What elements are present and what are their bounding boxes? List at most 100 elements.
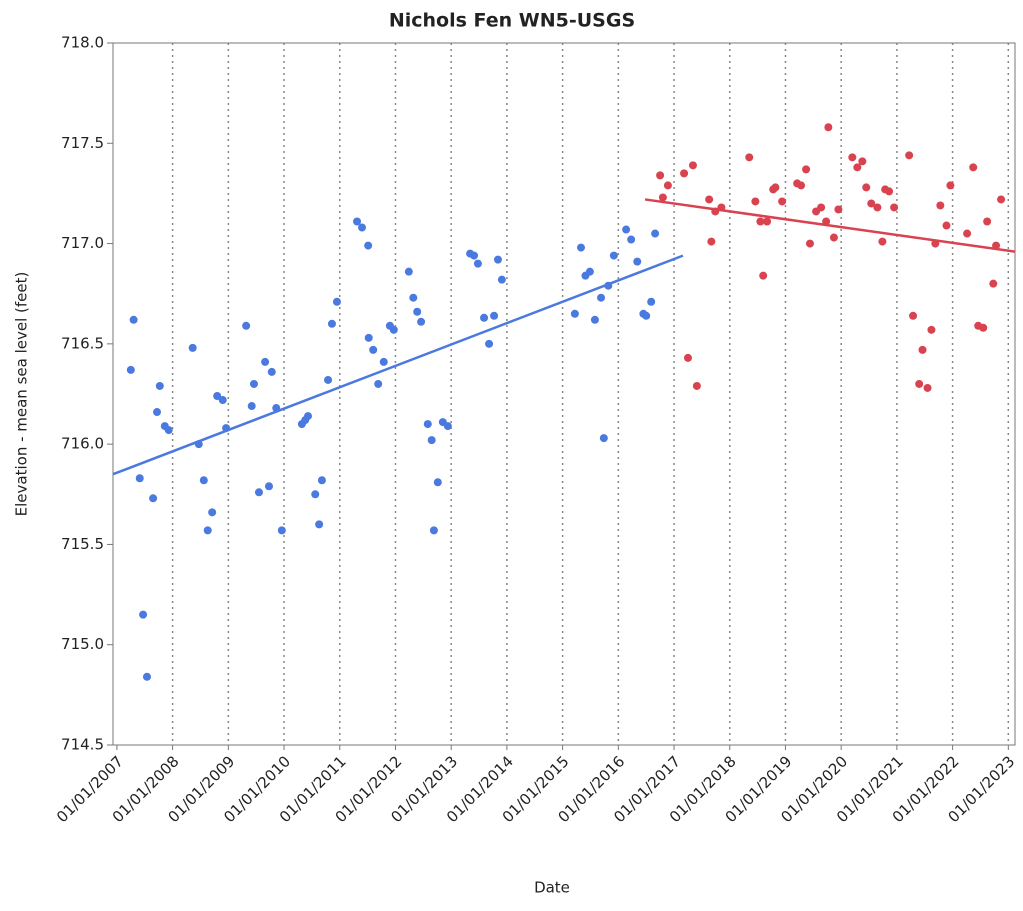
point	[423, 420, 432, 429]
point	[979, 323, 988, 332]
point	[142, 672, 151, 681]
point	[692, 381, 701, 390]
y-tick-label: 718.0	[61, 34, 104, 52]
point	[707, 237, 716, 246]
point	[923, 383, 932, 392]
point	[834, 205, 843, 214]
point	[683, 353, 692, 362]
point	[745, 153, 754, 162]
point	[717, 203, 726, 212]
point	[918, 345, 927, 354]
point	[389, 325, 398, 334]
point	[759, 271, 768, 280]
point	[261, 357, 270, 366]
point	[909, 311, 918, 320]
point	[997, 195, 1006, 204]
point	[983, 217, 992, 226]
point	[802, 165, 811, 174]
point	[126, 365, 135, 374]
point	[862, 183, 871, 192]
point	[470, 251, 479, 260]
point	[663, 181, 672, 190]
y-tick-label: 717.0	[61, 234, 104, 252]
point	[705, 195, 714, 204]
point	[379, 357, 388, 366]
point	[413, 307, 422, 316]
point	[213, 392, 222, 401]
point	[688, 161, 697, 170]
point	[374, 379, 383, 388]
point	[989, 279, 998, 288]
point	[443, 422, 452, 431]
point	[267, 367, 276, 376]
y-tick-label: 714.5	[61, 736, 104, 754]
point	[473, 259, 482, 268]
point	[711, 207, 720, 216]
point	[576, 243, 585, 252]
point	[188, 343, 197, 352]
plot-frame	[112, 42, 1016, 746]
point	[609, 251, 618, 260]
point	[358, 223, 367, 232]
point	[824, 123, 833, 132]
point	[364, 241, 373, 250]
point	[797, 181, 806, 190]
point	[315, 520, 324, 529]
point	[353, 217, 362, 226]
y-tick-label: 716.5	[61, 334, 104, 352]
point	[429, 526, 438, 535]
point	[222, 424, 231, 433]
point	[817, 203, 826, 212]
point	[936, 201, 945, 210]
point	[585, 267, 594, 276]
point	[272, 404, 281, 413]
point	[878, 237, 887, 246]
point	[485, 339, 494, 348]
point	[858, 157, 867, 166]
point	[647, 297, 656, 306]
point	[303, 412, 312, 421]
point	[763, 217, 772, 226]
point	[848, 153, 857, 162]
point	[135, 474, 144, 483]
point	[497, 275, 506, 284]
point	[658, 193, 667, 202]
point	[249, 379, 258, 388]
point	[946, 181, 955, 190]
point	[905, 151, 914, 160]
point	[247, 402, 256, 411]
point	[890, 203, 899, 212]
point	[597, 293, 606, 302]
point	[822, 217, 831, 226]
point	[433, 478, 442, 487]
point	[633, 257, 642, 266]
point	[317, 476, 326, 485]
point	[931, 239, 940, 248]
point	[194, 440, 203, 449]
chart-title: Nichols Fen WN5-USGS	[389, 10, 635, 32]
point	[622, 225, 631, 234]
point	[969, 163, 978, 172]
y-tick-label: 717.5	[61, 134, 104, 152]
point	[778, 197, 787, 206]
point	[164, 426, 173, 435]
point	[642, 311, 651, 320]
point	[203, 526, 212, 535]
point	[651, 229, 660, 238]
point	[218, 396, 227, 405]
point	[264, 482, 273, 491]
point	[963, 229, 972, 238]
y-axis-label: Elevation - mean sea level (feet)	[13, 272, 31, 517]
point	[311, 490, 320, 499]
point	[829, 233, 838, 242]
point	[153, 408, 162, 417]
point	[853, 163, 862, 172]
y-tick-label: 716.0	[61, 435, 104, 453]
point	[427, 436, 436, 445]
point	[369, 345, 378, 354]
point	[927, 325, 936, 334]
point	[254, 488, 263, 497]
point	[480, 313, 489, 322]
